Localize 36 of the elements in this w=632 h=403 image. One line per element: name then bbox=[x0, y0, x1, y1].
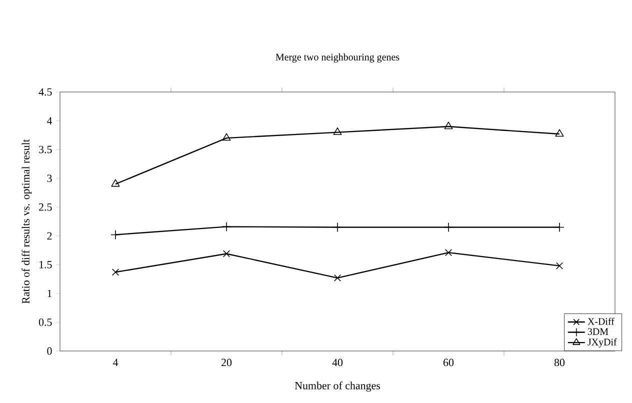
x-tick-label: 4 bbox=[112, 358, 118, 366]
legend-label: X-Diff bbox=[588, 318, 614, 325]
y-tick-label: 4 bbox=[46, 117, 52, 124]
point bbox=[556, 262, 564, 270]
point bbox=[333, 127, 342, 135]
y-axis-title: Ratio of diff results vs. optimal result bbox=[22, 139, 32, 304]
y-tick-label: 3 bbox=[47, 174, 52, 182]
y-tick-label: 3.5 bbox=[39, 146, 52, 154]
y-tick-label: 4.5 bbox=[38, 88, 52, 96]
point bbox=[444, 249, 452, 256]
y-tick-label: 1.5 bbox=[39, 260, 52, 268]
point bbox=[222, 250, 230, 258]
legend-label: 3DM bbox=[588, 328, 608, 335]
point bbox=[334, 274, 342, 282]
point bbox=[332, 222, 342, 232]
x-tick-label: 80 bbox=[554, 358, 565, 366]
y-tick-label: 1 bbox=[48, 290, 52, 298]
x-tick-label: 20 bbox=[222, 358, 232, 366]
y-tick-label: 2 bbox=[47, 232, 52, 240]
point bbox=[222, 222, 232, 232]
point bbox=[444, 222, 454, 232]
y-tick-label: 0.5 bbox=[38, 318, 52, 326]
point bbox=[555, 129, 564, 137]
point bbox=[444, 122, 453, 130]
x-tick-label: 60 bbox=[443, 358, 454, 366]
x-tick-label: 40 bbox=[332, 358, 343, 366]
point bbox=[112, 268, 120, 276]
y-tick-label: 0 bbox=[47, 347, 52, 355]
point bbox=[554, 222, 564, 232]
chart-title: Merge two neighbouring genes bbox=[276, 53, 400, 63]
point bbox=[222, 133, 231, 141]
point bbox=[110, 230, 120, 240]
x-axis-title: Number of changes bbox=[294, 382, 380, 392]
y-tick-label: 2.5 bbox=[39, 203, 52, 211]
point bbox=[111, 179, 120, 187]
legend-label: JXyDif bbox=[588, 338, 617, 348]
